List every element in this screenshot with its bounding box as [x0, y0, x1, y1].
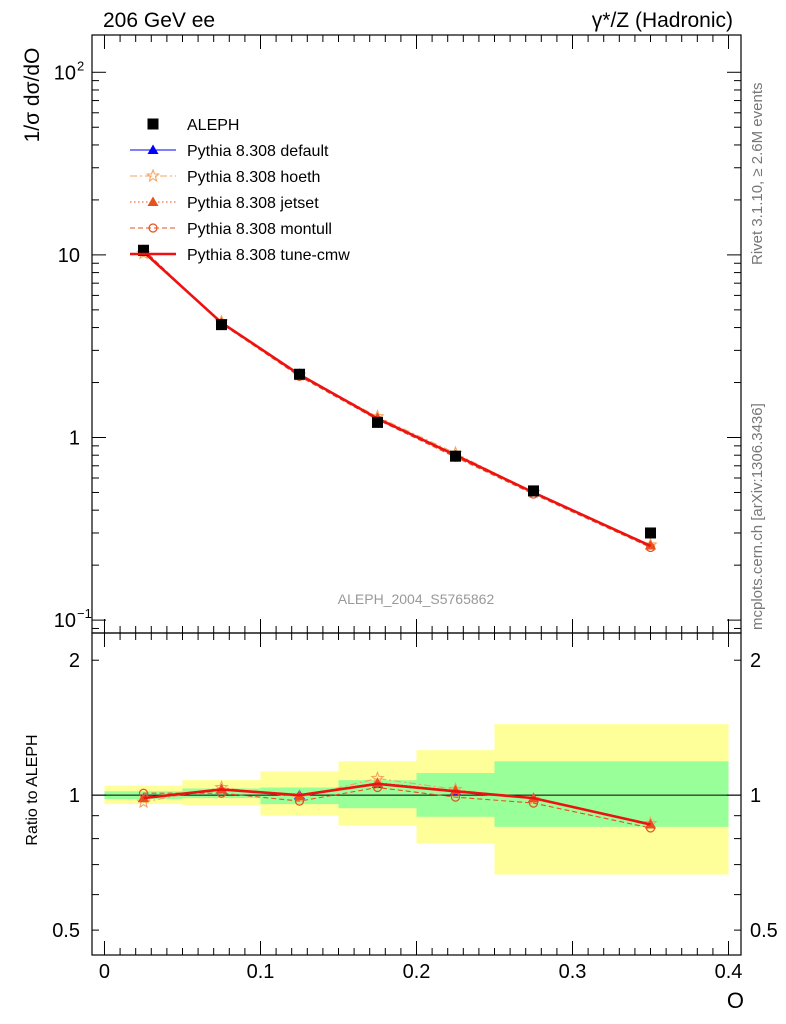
side-label-mcplots: mcplots.cern.ch [arXiv:1306.3436]	[749, 403, 766, 630]
main-data-point-3	[371, 416, 383, 428]
ratio-series-line-3	[143, 786, 651, 829]
header-left-label: 206 GeV ee	[103, 9, 215, 32]
x-tick-label-4: 0.4	[715, 961, 743, 983]
ratio-y-tick-label-1: 1	[69, 785, 80, 807]
ratio-y-tick-label-2: 2	[69, 650, 80, 672]
header-right-label: γ*/Z (Hadronic)	[592, 9, 733, 32]
legend-marker-4	[148, 223, 158, 233]
legend-item-2: Pythia 8.308 hoeth	[130, 168, 320, 186]
legend-item-0: ALEPH	[147, 117, 239, 134]
side-label-rivet: Rivet 3.1.10, ≥ 2.6M events	[749, 83, 766, 266]
main-series-line-2	[143, 251, 651, 547]
x-axis-label: O	[727, 988, 744, 1013]
main-series-line-4	[142, 250, 652, 548]
main-data-point-2	[293, 368, 305, 380]
main-data-point-4	[450, 450, 462, 462]
main-y-tick-exp-3: 2	[77, 58, 84, 73]
ratio-y-tick-label-right-0: 0.5	[750, 920, 778, 942]
x-tick-label-2: 0.2	[403, 961, 431, 983]
main-series-line-0	[143, 251, 651, 547]
legend-label-4: Pythia 8.308 montull	[187, 221, 332, 238]
legend-item-1: Pythia 8.308 default	[130, 143, 329, 160]
main-y-tick-label-2: 10	[58, 245, 80, 267]
main-y-tick-label-0: 10	[54, 610, 76, 632]
legend: ALEPH Pythia 8.308 default Pythia 8.308 ho…	[130, 117, 350, 264]
legend-label-0: ALEPH	[187, 117, 239, 134]
main-y-tick-label-3: 10	[54, 62, 76, 84]
legend-marker-2	[145, 168, 161, 183]
main-y-tick-label-1: 1	[69, 427, 80, 449]
main-data-point-5	[528, 485, 540, 497]
main-series-line-3	[143, 249, 651, 548]
legend-marker-3	[147, 196, 159, 206]
legend-item-3: Pythia 8.308 jetset	[130, 195, 319, 212]
main-data-point-6	[645, 527, 657, 539]
x-tick-label-1: 0.1	[247, 961, 275, 983]
main-data-point-1	[215, 319, 227, 331]
legend-label-2: Pythia 8.308 hoeth	[187, 169, 320, 186]
legend-label-5: Pythia 8.308 tune-cmw	[187, 247, 350, 264]
ratio-y-tick-label-right-1: 1	[750, 785, 761, 807]
legend-item-4: Pythia 8.308 montull	[130, 221, 332, 238]
legend-marker-0	[147, 118, 159, 130]
legend-marker-1	[147, 144, 159, 154]
ratio-series-3-point-2	[294, 796, 305, 806]
legend-item-5: Pythia 8.308 tune-cmw	[130, 247, 350, 264]
ratio-panel: 0.5 0.5 1 1 2 2 0 0.1 0.2 0.3 0.4	[52, 632, 778, 983]
ratio-series-line-4	[143, 782, 651, 826]
ratio-y-axis-label: Ratio to ALEPH	[24, 734, 41, 845]
ratio-y-tick-label-0: 0.5	[52, 920, 80, 942]
legend-label-3: Pythia 8.308 jetset	[187, 195, 319, 212]
x-tick-label-3: 0.3	[559, 961, 587, 983]
ratio-y-tick-label-right-2: 2	[750, 650, 761, 672]
main-series-line-1	[143, 252, 651, 546]
main-y-tick-exp-0: −1	[77, 606, 92, 621]
main-data-point-0	[137, 244, 149, 256]
watermark: ALEPH_2004_S5765862	[338, 591, 495, 607]
x-tick-label-0: 0	[99, 961, 110, 983]
main-series-3-point-6	[645, 542, 656, 553]
ratio-series-3-point-4	[450, 792, 461, 802]
main-y-axis-label: 1/σ dσ/dO	[21, 48, 44, 143]
legend-label-1: Pythia 8.308 default	[187, 143, 329, 160]
